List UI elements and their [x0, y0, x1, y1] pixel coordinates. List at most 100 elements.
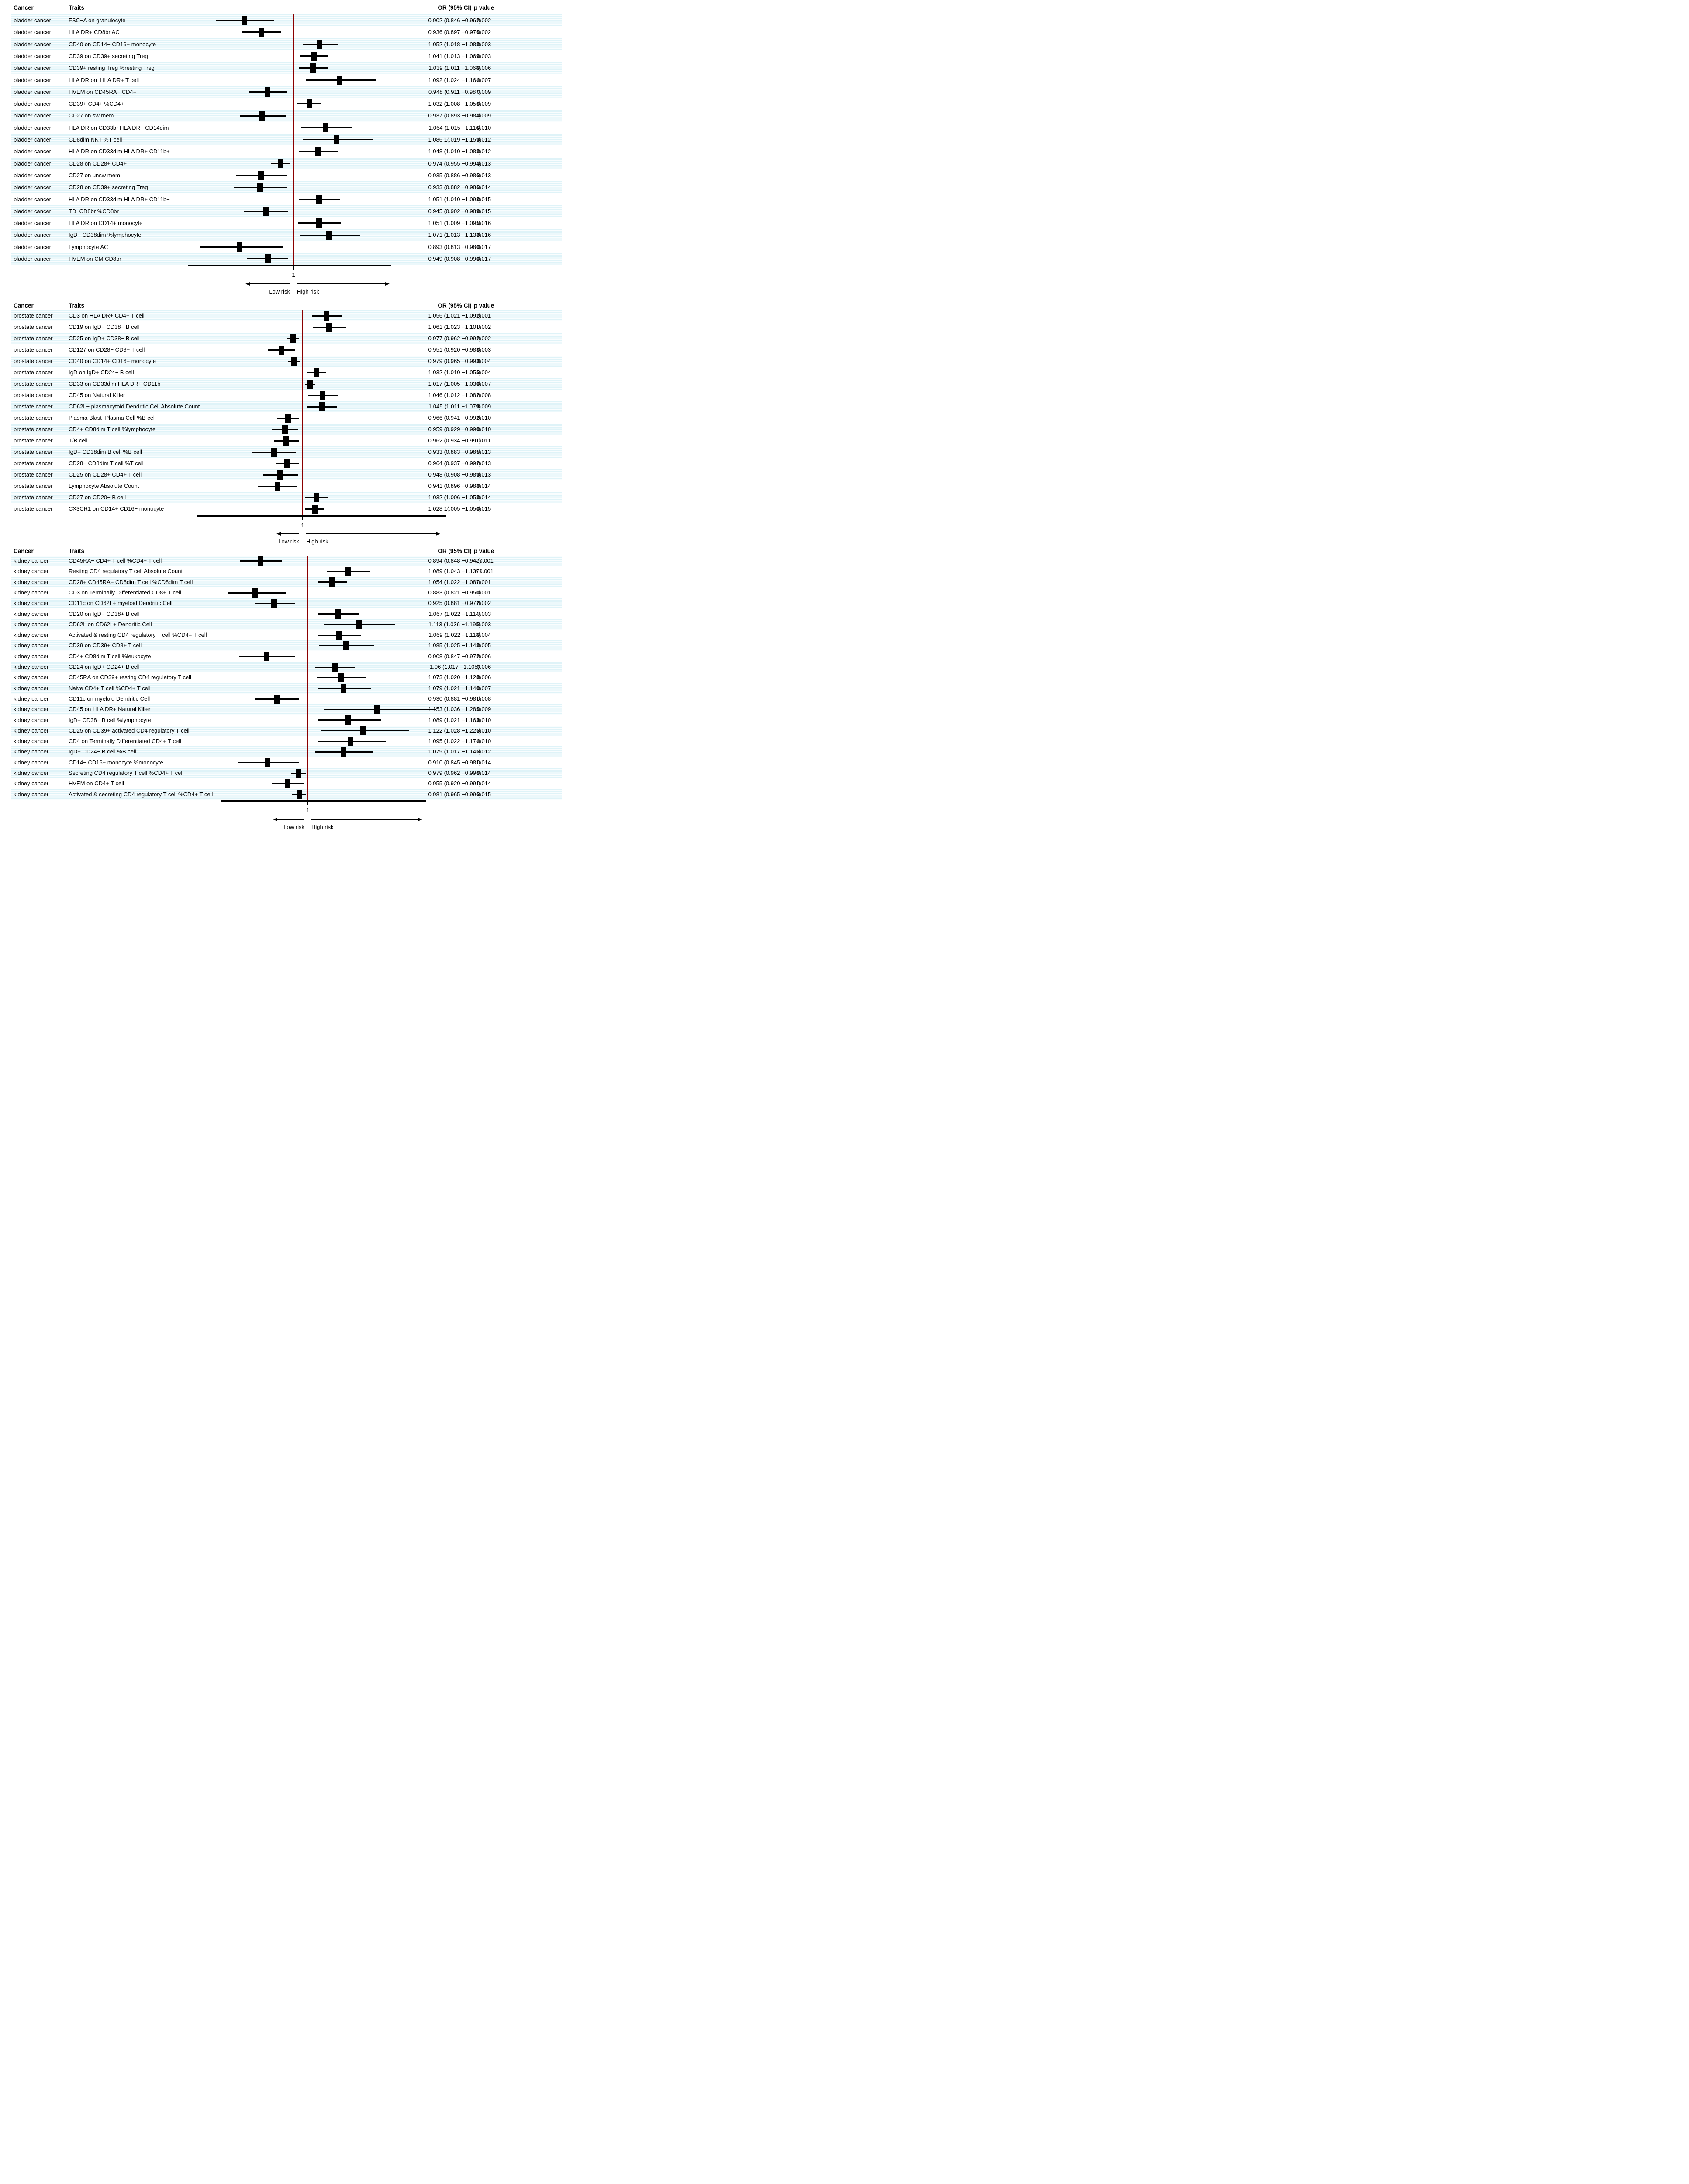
or-ci-cell: 1.113 (1.036 −1.195): [428, 621, 481, 628]
or-ci-cell: 0.937 (0.893 −0.984): [428, 112, 481, 119]
row-stripe: [11, 38, 562, 50]
or-ci-cell: 1.06 (1.017 −1.105): [430, 663, 480, 670]
p-value-cell: 0.010: [477, 738, 491, 745]
cancer-cell: prostate cancer: [14, 346, 53, 353]
or-marker: [271, 598, 277, 608]
p-value-cell: 0.004: [477, 369, 491, 376]
cancer-cell: kidney cancer: [14, 557, 49, 564]
or-marker: [265, 254, 271, 264]
trait-cell: TD CD8br %CD8br: [69, 207, 119, 214]
or-marker: [324, 311, 330, 321]
high-risk-label: High risk: [297, 288, 319, 295]
or-ci-cell: 0.936 (0.897 −0.976): [428, 29, 481, 36]
or-ci-cell: 1.092 (1.024 −1.164): [428, 76, 481, 83]
cancer-cell: prostate cancer: [14, 312, 53, 319]
table-row: prostate cancer CD45 on Natural Killer 1.0…: [0, 390, 563, 401]
trait-cell: HLA DR+ CD8br AC: [69, 29, 120, 36]
table-row: kidney cancer CD28+ CD45RA+ CD8dim T cell…: [0, 577, 563, 587]
or-ci-cell: 0.910 (0.845 −0.981): [428, 759, 481, 766]
or-ci-cell: 1.095 (1.022 −1.174): [428, 738, 481, 745]
table-row: kidney cancer CD62L on CD62L+ Dendritic C…: [0, 619, 563, 630]
or-marker: [264, 758, 270, 767]
or-marker: [345, 567, 351, 576]
or-marker: [326, 230, 332, 240]
table-row: prostate cancer CD19 on IgD− CD38− B cell…: [0, 321, 563, 333]
or-ci-cell: 1.064 (1.015 −1.116): [428, 124, 481, 131]
or-ci-cell: 1.051 (1.009 −1.095): [428, 220, 481, 227]
cancer-cell: prostate cancer: [14, 449, 53, 455]
trait-cell: HLA DR on CD33br HLA DR+ CD14dim: [69, 124, 169, 131]
or-ci-cell: 0.925 (0.881 −0.972): [428, 600, 481, 607]
or-marker: [319, 390, 325, 400]
table-row: bladder cancer HVEM on CD45RA− CD4+ 0.948 …: [0, 86, 563, 98]
reference-line: [293, 14, 294, 265]
table-row: kidney cancer Secreting CD4 regulatory T …: [0, 768, 563, 779]
or-marker: [332, 662, 338, 672]
table-row: kidney cancer IgD+ CD24− B cell %B cell 1.…: [0, 746, 563, 757]
cancer-cell: prostate cancer: [14, 460, 53, 467]
trait-cell: CD127 on CD28− CD8+ T cell: [69, 346, 145, 353]
or-marker: [340, 684, 346, 693]
row-stripe: [11, 378, 562, 390]
x-axis-line: [221, 800, 426, 802]
axis-tick-label: 1: [306, 807, 310, 813]
or-marker: [282, 425, 288, 434]
or-ci-cell: 1.069 (1.022 −1.118): [428, 632, 481, 639]
trait-cell: CD14− CD16+ monocyte %monocyte: [69, 759, 163, 766]
or-ci-cell: 1.051 (1.010 −1.093): [428, 196, 481, 203]
trait-cell: CD25 on IgD+ CD38− B cell: [69, 335, 140, 342]
p-value-cell: 0.013: [477, 172, 491, 179]
or-ci-cell: 0.955 (0.920 −0.991): [428, 780, 481, 787]
table-row: bladder cancer CD28 on CD39+ secreting Tr…: [0, 181, 563, 194]
cancer-cell: prostate cancer: [14, 403, 53, 410]
or-ci-cell: 1.032 (1.010 −1.055): [428, 369, 481, 376]
or-ci-cell: 1.054 (1.022 −1.087): [428, 578, 481, 585]
or-marker: [263, 206, 269, 216]
p-value-cell: 0.002: [477, 335, 491, 342]
cancer-cell: bladder cancer: [14, 232, 51, 238]
or-ci-cell: 0.964 (0.937 −0.992): [428, 460, 481, 467]
cancer-cell: kidney cancer: [14, 780, 49, 787]
p-value-cell: 0.010: [477, 716, 491, 723]
high-risk-arrow: [311, 819, 418, 820]
low-risk-arrow: [277, 819, 304, 820]
cancer-cell: bladder cancer: [14, 65, 51, 72]
p-value-cell: < 0.001: [474, 568, 494, 575]
low-risk-arrow: [280, 533, 299, 534]
trait-cell: CD25 on CD28+ CD4+ T cell: [69, 471, 142, 478]
p-value-cell: 0.013: [477, 160, 491, 167]
cancer-cell: bladder cancer: [14, 184, 51, 191]
or-marker: [257, 183, 263, 192]
reference-line: [302, 310, 303, 515]
p-value-cell: 0.002: [477, 600, 491, 607]
cancer-cell: bladder cancer: [14, 256, 51, 262]
row-stripe: [11, 401, 562, 412]
table-row: bladder cancer HLA DR on CD33dim HLA DR+ …: [0, 145, 563, 157]
high-risk-arrow: [297, 283, 386, 284]
p-value-cell: 0.002: [477, 324, 491, 330]
or-ci-cell: 0.951 (0.920 −0.983): [428, 346, 481, 353]
p-value-cell: 0.007: [477, 76, 491, 83]
table-row: kidney cancer CD45 on HLA DR+ Natural Kil…: [0, 704, 563, 715]
table-row: bladder cancer CD27 on sw mem 0.937 (0.893…: [0, 110, 563, 122]
or-marker: [319, 402, 325, 411]
low-risk-arrowhead-icon: [276, 532, 281, 536]
or-marker: [313, 368, 319, 377]
trait-cell: CD4 on Terminally Differentiated CD4+ T …: [69, 738, 182, 745]
trait-cell: Activated & secreting CD4 regulatory T c…: [69, 791, 213, 798]
or-ci-cell: 1.017 (1.005 −1.030): [428, 380, 481, 387]
or-marker: [356, 620, 362, 629]
or-ci-cell: 1.071 (1.013 −1.133): [428, 232, 481, 238]
column-header-traits: Traits: [69, 302, 85, 309]
or-ci-cell: 0.933 (0.883 −0.985): [428, 449, 481, 455]
row-stripe: [11, 310, 562, 321]
cancer-cell: bladder cancer: [14, 88, 51, 95]
p-value-cell: 0.003: [477, 52, 491, 59]
column-header-pvalue: p value: [473, 548, 494, 554]
cancer-cell: kidney cancer: [14, 621, 49, 628]
low-risk-label: Low risk: [278, 538, 299, 545]
low-risk-label: Low risk: [283, 824, 304, 830]
trait-cell: IgD+ CD38− B cell %lymphocyte: [69, 716, 151, 723]
or-ci-cell: 1.046 (1.012 −1.082): [428, 392, 481, 398]
trait-cell: HLA DR on CD33dim HLA DR+ CD11b−: [69, 196, 170, 203]
